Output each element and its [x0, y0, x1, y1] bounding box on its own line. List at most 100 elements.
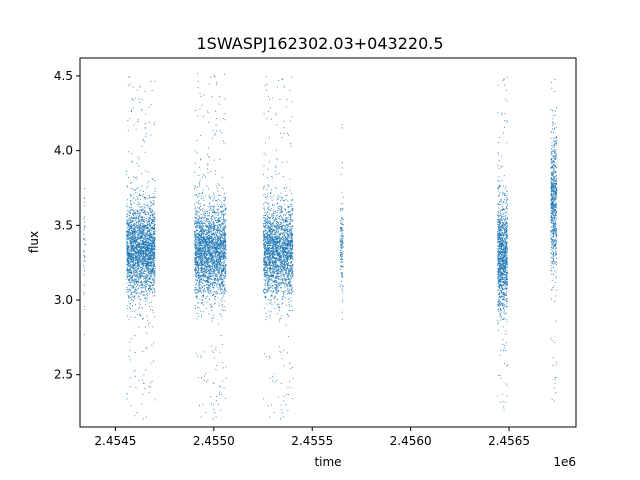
data-point	[215, 216, 217, 218]
data-point	[138, 206, 140, 208]
data-point	[141, 216, 143, 218]
data-point	[130, 206, 132, 208]
data-point	[203, 240, 205, 242]
data-point	[141, 173, 143, 175]
data-point	[216, 238, 218, 240]
data-point	[211, 241, 213, 243]
data-point	[223, 250, 225, 252]
data-point	[134, 241, 136, 243]
data-point	[129, 223, 131, 224]
data-point	[200, 256, 202, 258]
data-point	[206, 257, 208, 259]
data-point	[222, 229, 224, 231]
data-point	[129, 303, 131, 304]
data-point	[222, 243, 224, 245]
data-point	[207, 238, 209, 240]
data-point	[83, 257, 85, 258]
data-point	[224, 238, 226, 240]
data-point	[130, 263, 132, 265]
data-point	[139, 259, 141, 261]
data-point	[209, 234, 211, 236]
data-point	[210, 268, 212, 270]
data-point	[215, 269, 217, 271]
data-point	[151, 277, 153, 279]
data-point	[204, 291, 206, 293]
data-point	[209, 225, 211, 227]
data-point	[145, 326, 147, 328]
data-point	[224, 248, 226, 249]
data-point	[204, 281, 206, 283]
data-point	[138, 214, 140, 216]
data-point	[207, 290, 209, 292]
data-point	[201, 316, 203, 318]
data-point	[151, 234, 153, 236]
data-point	[130, 338, 132, 340]
data-point	[147, 197, 149, 199]
data-point	[131, 258, 133, 260]
data-point	[147, 319, 148, 321]
data-point	[201, 229, 203, 231]
data-point	[216, 229, 218, 231]
data-point	[212, 212, 213, 214]
data-point	[144, 237, 146, 238]
data-point	[151, 261, 153, 263]
data-point	[205, 239, 207, 241]
data-point	[147, 258, 149, 260]
data-point	[151, 178, 153, 180]
data-point	[151, 236, 153, 238]
data-point	[211, 238, 213, 240]
data-point	[134, 270, 135, 272]
data-point	[152, 326, 154, 328]
data-point	[216, 231, 218, 233]
data-point	[152, 312, 154, 314]
data-point	[206, 250, 208, 252]
data-point	[126, 304, 128, 306]
data-point	[126, 289, 128, 291]
data-point	[141, 259, 143, 260]
data-point	[142, 246, 144, 248]
data-point	[148, 256, 150, 258]
data-point	[201, 237, 203, 238]
data-point	[144, 151, 146, 153]
data-point	[199, 280, 200, 282]
data-point	[143, 250, 145, 252]
data-point	[138, 247, 140, 249]
data-point	[143, 226, 145, 228]
data-point	[214, 278, 216, 280]
data-point	[138, 219, 140, 221]
data-point	[141, 290, 143, 292]
data-point	[138, 257, 140, 258]
data-point	[199, 227, 201, 229]
data-point	[147, 247, 149, 249]
data-point	[147, 204, 149, 206]
data-point	[133, 234, 135, 236]
data-point	[126, 222, 128, 224]
data-point	[131, 195, 132, 197]
data-point	[137, 252, 139, 254]
data-point	[132, 305, 133, 306]
data-point	[210, 209, 212, 211]
data-point	[133, 227, 135, 229]
data-point	[214, 263, 216, 265]
data-point	[223, 367, 224, 369]
data-point	[131, 203, 133, 205]
data-point	[215, 220, 217, 222]
data-point	[196, 296, 198, 297]
data-point	[218, 283, 220, 285]
data-point	[133, 241, 135, 243]
data-point	[197, 261, 199, 263]
data-point	[202, 227, 204, 229]
data-point	[134, 316, 136, 318]
data-point	[141, 284, 143, 286]
data-point	[146, 187, 148, 189]
data-point	[224, 293, 226, 295]
data-point	[203, 275, 205, 276]
data-point	[210, 278, 212, 280]
data-point	[223, 265, 225, 267]
data-point	[148, 289, 149, 291]
data-point	[140, 273, 142, 274]
data-point	[200, 263, 202, 265]
data-point	[141, 253, 143, 255]
data-point	[207, 249, 209, 251]
data-point	[221, 309, 223, 311]
